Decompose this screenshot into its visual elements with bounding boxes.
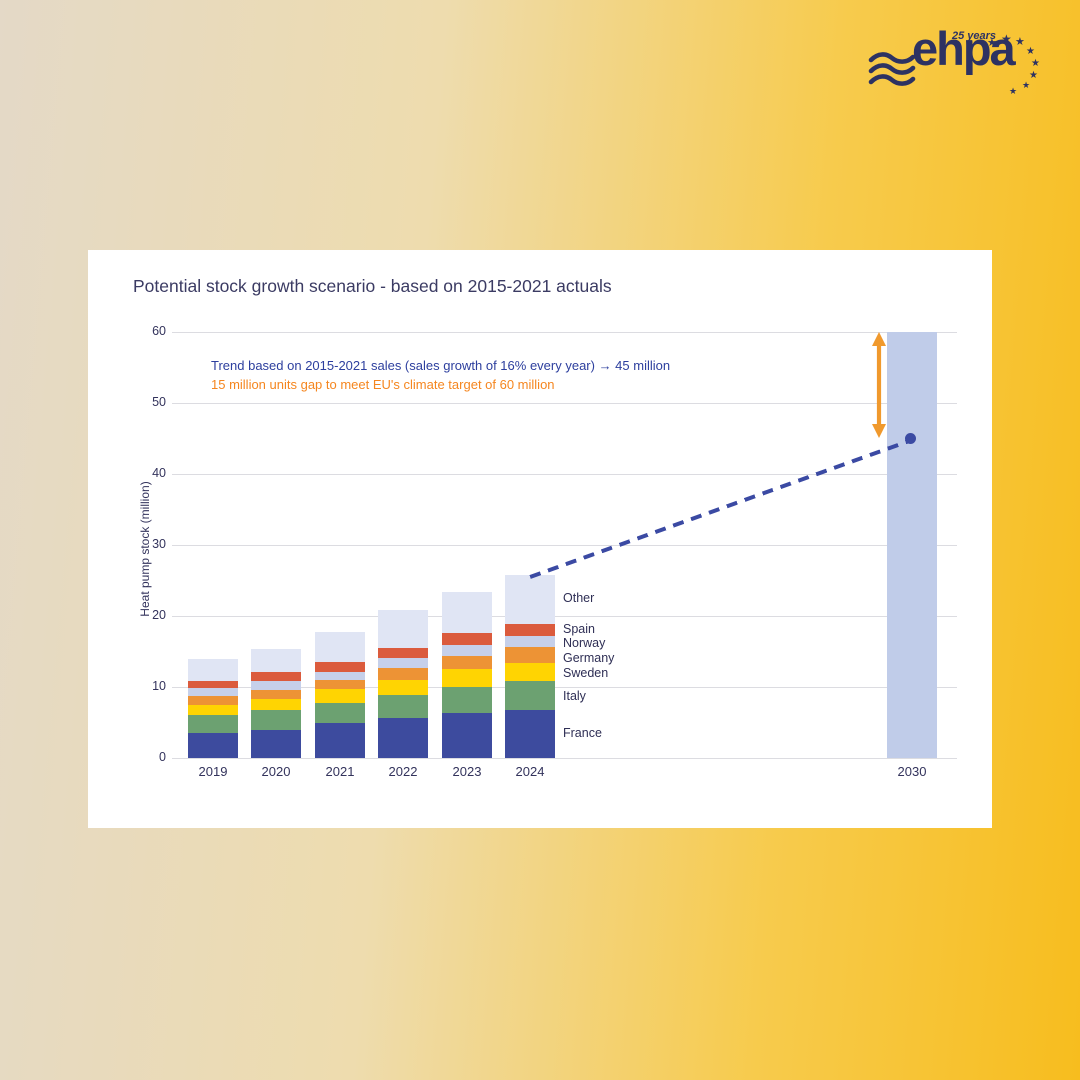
bar-segment-2021-other [315, 632, 365, 663]
stacked-bar-2021 [315, 632, 365, 758]
bar-segment-2023-norway [442, 645, 492, 656]
trend-dashed-line [529, 438, 911, 579]
ehpa-logo: ehpa 25 years ★ ★ ★ ★ ★ ★ ★ ★ [866, 22, 1051, 102]
bar-segment-2022-sweden [378, 679, 428, 695]
stacked-bar-2019 [188, 659, 238, 758]
y-tick-label-0: 0 [159, 750, 166, 764]
bar-segment-2022-germany [378, 667, 428, 680]
bar-segment-2021-france [315, 723, 365, 758]
stacked-bar-2024 [505, 574, 555, 758]
bar-segment-2020-sweden [251, 699, 301, 711]
eu-star-1: ★ [987, 37, 997, 49]
eu-star-2: ★ [1001, 32, 1012, 46]
y-tick-label-30: 30 [152, 537, 166, 551]
bar-segment-2024-germany [505, 647, 555, 663]
series-label-italy: Italy [563, 689, 586, 703]
series-label-other: Other [563, 591, 595, 605]
series-label-sweden: Sweden [563, 666, 609, 680]
series-label-germany: Germany [563, 651, 615, 665]
eu-star-8: ★ [1009, 86, 1018, 96]
bar-segment-2019-other [188, 659, 238, 681]
x-tick-label-2022: 2022 [388, 764, 418, 779]
bar-segment-2019-italy [188, 714, 238, 734]
stacked-bar-2023 [442, 591, 492, 758]
eu-star-4: ★ [1026, 46, 1035, 57]
gap-arrow-icon [872, 332, 886, 438]
y-tick-label-60: 60 [152, 324, 166, 338]
waves-icon [868, 52, 916, 86]
bar-segment-2024-norway [505, 635, 555, 648]
bar-segment-2024-other [505, 574, 555, 624]
bar-segment-2023-germany [442, 655, 492, 669]
eu-stars-icon: ★ ★ ★ ★ ★ ★ ★ ★ [866, 26, 1051, 102]
plot-area: 0 10 20 30 40 50 60 2019 2020 2021 2022 2023 2024 203… [88, 250, 992, 828]
bar-segment-2023-other [442, 591, 492, 634]
bar-segment-2019-sweden [188, 704, 238, 715]
bar-segment-2023-france [442, 713, 492, 758]
bar-segment-2020-spain [251, 672, 301, 681]
gridline-10 [172, 687, 957, 688]
gridline-40 [172, 474, 957, 475]
y-tick-label-50: 50 [152, 395, 166, 409]
bar-segment-2019-france [188, 733, 238, 758]
logo-wordmark: ehpa [912, 22, 1016, 75]
stacked-bar-2020 [251, 648, 301, 758]
y-tick-label-40: 40 [152, 466, 166, 480]
bar-segment-2021-sweden [315, 689, 365, 704]
bar-segment-2021-italy [315, 703, 365, 724]
bar-segment-2024-sweden [505, 662, 555, 682]
bar-segment-2020-italy [251, 710, 301, 730]
y-tick-label-10: 10 [152, 679, 166, 693]
bar-segment-2022-norway [378, 657, 428, 668]
bar-segment-2024-spain [505, 623, 555, 636]
logo-25-years-badge: 25 years [952, 30, 997, 42]
bar-segment-2019-germany [188, 695, 238, 705]
x-tick-label-2020: 2020 [261, 764, 291, 779]
bar-segment-2023-sweden [442, 668, 492, 687]
bar-segment-2021-spain [315, 662, 365, 673]
gridline-50 [172, 403, 957, 404]
eu-star-3: ★ [1015, 36, 1025, 48]
eu-star-7: ★ [1022, 80, 1031, 90]
trend-annotation: Trend based on 2015-2021 sales (sales gr… [211, 358, 671, 373]
x-tick-label-2023: 2023 [452, 764, 482, 779]
bar-segment-2023-italy [442, 686, 492, 714]
y-tick-label-20: 20 [152, 608, 166, 622]
chart-card: Potential stock growth scenario - based … [88, 250, 992, 828]
bar-segment-2021-germany [315, 679, 365, 690]
chart-title: Potential stock growth scenario - based … [133, 276, 612, 296]
bar-segment-2020-norway [251, 680, 301, 690]
x-tick-label-2019: 2019 [198, 764, 228, 779]
series-label-spain: Spain [563, 622, 595, 636]
stacked-bar-2022 [378, 610, 428, 758]
bar-segment-2020-germany [251, 689, 301, 700]
bar-segment-2024-france [505, 709, 555, 758]
x-tick-label-2021: 2021 [325, 764, 355, 779]
eu-star-5: ★ [1031, 58, 1040, 69]
gap-annotation: 15 million units gap to meet EU's climat… [211, 377, 555, 392]
series-label-france: France [563, 726, 602, 740]
projection-bar-2030 [887, 332, 937, 758]
bar-segment-2023-spain [442, 633, 492, 646]
bar-segment-2022-france [378, 718, 428, 758]
bar-segment-2024-italy [505, 681, 555, 710]
gridline-30 [172, 545, 957, 546]
x-tick-label-2024: 2024 [515, 764, 545, 779]
bar-segment-2022-italy [378, 694, 428, 719]
bar-segment-2022-other [378, 610, 428, 648]
bar-segment-2021-norway [315, 672, 365, 680]
gridline-0 [172, 758, 957, 759]
bar-segment-2020-france [251, 729, 301, 758]
x-tick-label-2030: 2030 [897, 764, 927, 779]
series-label-norway: Norway [563, 636, 606, 650]
bar-segment-2019-norway [188, 687, 238, 696]
eu-star-6: ★ [1029, 70, 1038, 81]
bar-segment-2020-other [251, 648, 301, 673]
gridline-60 [172, 332, 957, 333]
gridline-20 [172, 616, 957, 617]
bar-segment-2019-spain [188, 680, 238, 688]
trend-endpoint-dot [904, 433, 916, 444]
bar-segment-2022-spain [378, 647, 428, 658]
